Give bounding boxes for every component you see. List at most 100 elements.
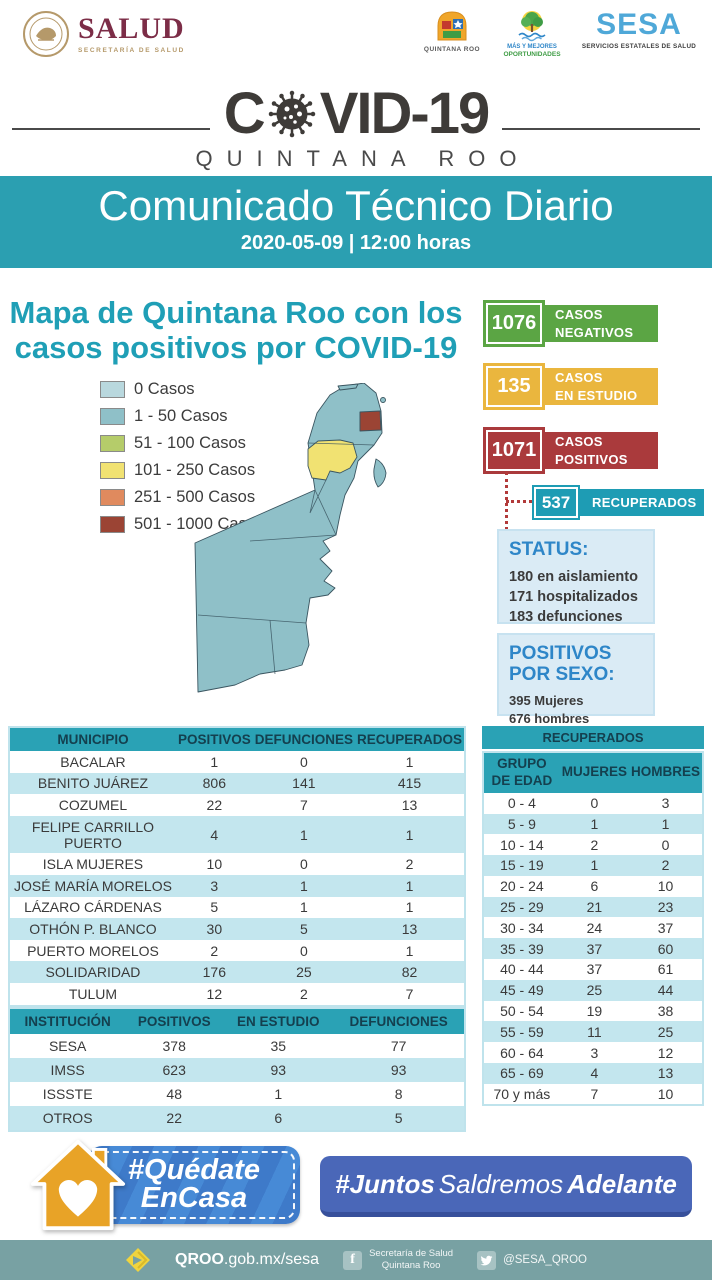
- table-cell: 4: [210, 826, 219, 843]
- table-cell: 55 - 59: [500, 1023, 544, 1040]
- table-cell: IMSS: [50, 1062, 85, 1078]
- table-row: 5 - 9 1 1: [483, 813, 703, 835]
- house-heart-icon: [30, 1139, 126, 1231]
- table-cell: ISLA MUJERES: [42, 856, 144, 873]
- stat-label: CASOS POSITIVOS: [539, 432, 658, 469]
- table-cell: 1: [299, 826, 308, 843]
- qroo-logo-icon: [126, 1248, 151, 1272]
- map-title-line1: Mapa de Quintana Roo con los: [9, 295, 463, 330]
- table-cell: 2: [405, 856, 414, 873]
- table-cell: 1: [590, 857, 599, 874]
- table-cell: BENITO JUÁREZ: [37, 775, 149, 792]
- table-row: 55 - 59 11 25: [483, 1021, 703, 1043]
- covid-subtitle: QUINTANA ROO: [195, 145, 531, 171]
- municipality-table: MUNICIPIO POSITIVOS DEFUNCIONES RECUPERADOS…: [8, 726, 466, 1007]
- quedate-line2: EnCasa: [140, 1182, 248, 1214]
- legend-label: 51 - 100 Casos: [134, 434, 246, 452]
- table-cell: 5 - 9: [507, 815, 536, 832]
- facebook-line2: Quintana Roo: [381, 1260, 441, 1271]
- table-header-cell: EN ESTUDIO: [223, 1008, 334, 1034]
- twitter-handle: @SESA_QROO: [503, 1254, 587, 1266]
- legend-item: 51 - 100 Casos: [100, 434, 264, 453]
- table-cell: 35 - 39: [500, 940, 544, 957]
- table-header-cell: HOMBRES: [628, 752, 703, 793]
- twitter-link[interactable]: @SESA_QROO: [477, 1250, 587, 1270]
- legend-swatch: [100, 435, 125, 452]
- legend-label: 251 - 500 Casos: [134, 488, 256, 506]
- table-cell: JOSÉ MARÍA MORELOS: [14, 877, 172, 894]
- map-title-line2: casos positivos por COVID-19: [14, 329, 458, 365]
- stat-casos-en-estudio: CASOS EN ESTUDIO 135: [483, 363, 658, 410]
- dotted-connector-horizontal: [506, 500, 532, 503]
- table-cell: 13: [657, 1065, 674, 1082]
- table-cell: 7: [299, 796, 308, 813]
- table-header-cell: MUNICIPIO: [9, 727, 176, 751]
- covid-logo: C: [0, 83, 712, 172]
- bottom-bar: QROO.gob.mx/sesa f Secretaría de Salud Q…: [0, 1240, 712, 1280]
- table-cell: 70 y más: [493, 1086, 551, 1103]
- table-cell: 0: [299, 856, 308, 873]
- website-link[interactable]: QROO.gob.mx/sesa: [175, 1251, 319, 1269]
- table-row: PUERTO MORELOS 2 0 1: [9, 940, 465, 962]
- table-cell: 5: [394, 1110, 403, 1126]
- table-cell: 415: [397, 775, 422, 792]
- table-cell: 12: [657, 1044, 674, 1061]
- table-cell: 65 - 69: [500, 1065, 544, 1082]
- banner-datetime: 2020-05-09 | 12:00 horas: [240, 232, 472, 255]
- table-cell: 1: [299, 877, 308, 894]
- table-row: 10 - 14 2 0: [483, 834, 703, 855]
- table-cell: 0: [299, 753, 308, 770]
- table-cell: 1: [405, 826, 414, 843]
- table-header-cell: POSITIVOS: [175, 727, 253, 751]
- table-row: 70 y más 7 10: [483, 1084, 703, 1106]
- table-row: JOSÉ MARÍA MORELOS 3 1 1: [9, 874, 465, 897]
- quedate-text: #Quédate EnCasa: [88, 1146, 300, 1224]
- stat-casos-positivos: CASOS POSITIVOS 1071: [483, 427, 658, 474]
- table-cell: 25: [657, 1023, 674, 1040]
- table-cell: 11: [587, 1023, 602, 1040]
- table-cell: 45 - 49: [500, 982, 544, 999]
- table-cell: 30 - 34: [500, 919, 544, 936]
- table-row: TULUM 12 2 7: [9, 983, 465, 1006]
- table-cell: 37: [586, 961, 603, 978]
- legend-item: 1 - 50 Casos: [100, 407, 264, 426]
- stat-label-line2: EN ESTUDIO: [555, 387, 638, 403]
- table-row: SOLIDARIDAD 176 25 82: [9, 961, 465, 983]
- facebook-link[interactable]: f Secretaría de Salud Quintana Roo: [343, 1248, 453, 1272]
- table-cell: 623: [162, 1062, 186, 1078]
- salud-subtitle: SECRETARÍA DE SALUD: [78, 47, 185, 54]
- quintana-roo-map: [190, 382, 466, 715]
- table-row: 60 - 64 3 12: [483, 1042, 703, 1063]
- table-header-cell: DEFUNCIONES: [252, 727, 355, 751]
- stat-value-box: 537: [532, 485, 580, 520]
- juntos-p3: Adelante: [567, 1168, 677, 1199]
- quedate-line1: #Quédate: [127, 1154, 261, 1187]
- table-cell: 2: [210, 942, 219, 959]
- table-cell: PUERTO MORELOS: [27, 942, 159, 959]
- table-row: ISSSTE 48 1 8: [9, 1082, 465, 1106]
- banner: Comunicado Técnico Diario 2020-05-09 | 1…: [0, 176, 712, 268]
- legend-swatch: [100, 408, 125, 425]
- table-cell: 1: [405, 942, 414, 959]
- table-cell: 25: [296, 964, 312, 981]
- legend-label: 1 - 50 Casos: [134, 407, 228, 425]
- sexo-line: 395 Mujeres: [509, 692, 584, 708]
- table-cell: 0: [590, 795, 599, 812]
- table-row: 30 - 34 24 37: [483, 917, 703, 938]
- quintana-roo-crest: QUINTANA ROO: [420, 10, 484, 53]
- map-island-holbox: [337, 383, 359, 391]
- table-cell: 1: [405, 753, 414, 770]
- table-cell: ISSSTE: [42, 1086, 93, 1102]
- table-cell: 93: [270, 1062, 287, 1078]
- table-cell: TULUM: [68, 985, 118, 1002]
- status-line: 183 defunciones: [509, 609, 623, 626]
- website-rest: .gob.mx/sesa: [223, 1251, 320, 1268]
- stat-value: 1071: [486, 430, 542, 471]
- sesa-title: SESA: [596, 8, 682, 41]
- table-cell: 10: [657, 1086, 674, 1103]
- table-cell: 48: [166, 1086, 182, 1102]
- table-cell: 0 - 4: [507, 795, 536, 812]
- table-cell: 25: [586, 982, 603, 999]
- facebook-line1: Secretaría de Salud: [369, 1248, 454, 1260]
- table-row: 0 - 4 0 3: [483, 793, 703, 814]
